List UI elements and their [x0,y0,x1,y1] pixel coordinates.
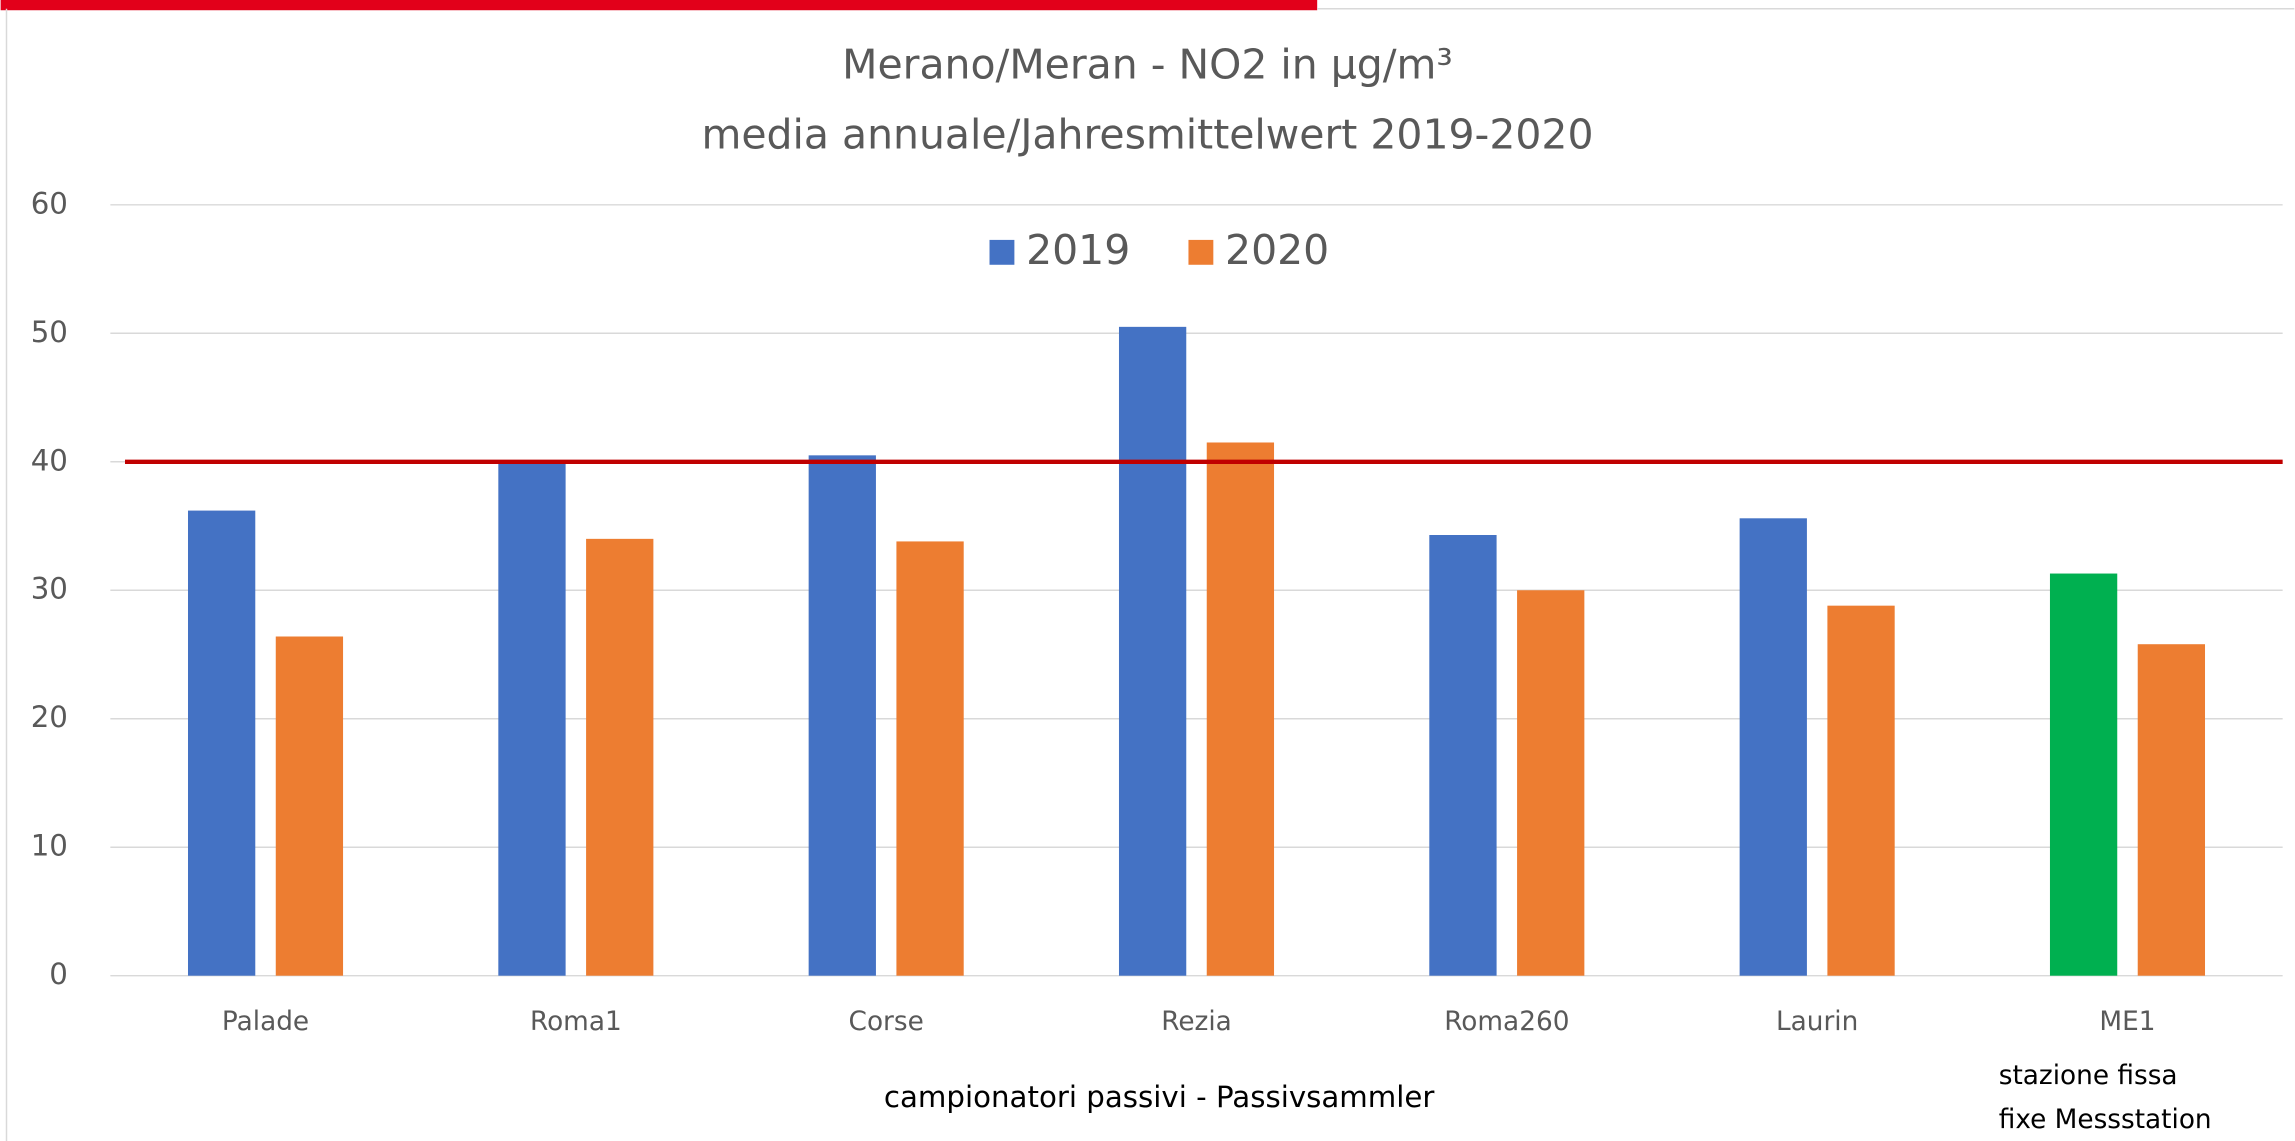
bar [1517,590,1585,976]
y-tick-label: 20 [31,700,68,734]
x-tick-label: Roma1 [530,1007,622,1037]
x-tick-label: Rezia [1161,1007,1232,1037]
x-tick-label: Corse [849,1007,924,1037]
legend-label: 2020 [1225,226,1329,274]
x-tick-label: Laurin [1776,1007,1858,1037]
annotation: fixe Messstation [1999,1105,2212,1135]
bar [1827,605,1895,976]
bar [2049,573,2118,976]
y-tick-label: 0 [49,957,68,991]
y-tick-label: 40 [31,443,68,477]
bar [1429,534,1497,976]
y-tick-label: 50 [31,315,68,349]
bar [1118,326,1187,976]
y-tick-label: 60 [31,186,68,220]
bar [1206,442,1275,976]
x-tick-label: Palade [222,1007,309,1037]
bar [275,636,344,976]
x-axis-label: campionatori passivi - Passivsammler [884,1080,1435,1114]
bar [2137,644,2206,976]
chart-title: Merano/Meran - NO2 in µg/m³ [842,40,1453,88]
y-tick-label: 10 [31,829,68,863]
header-bar [0,0,1318,11]
bar [808,455,876,976]
chart-subtitle: media annuale/Jahresmittelwert 2019-2020 [701,111,1593,159]
bar [586,538,654,976]
x-tick-label: ME1 [2099,1007,2155,1037]
bar [896,541,964,976]
x-tick-label: Roma260 [1444,1007,1569,1037]
bar [187,510,256,976]
legend-swatch [989,239,1015,265]
bar [498,461,566,976]
legend-label: 2019 [1026,226,1130,274]
annotation: stazione fissa [1999,1061,2178,1091]
bar [1739,518,1807,976]
y-tick-label: 30 [31,572,68,606]
legend-swatch [1188,239,1214,265]
